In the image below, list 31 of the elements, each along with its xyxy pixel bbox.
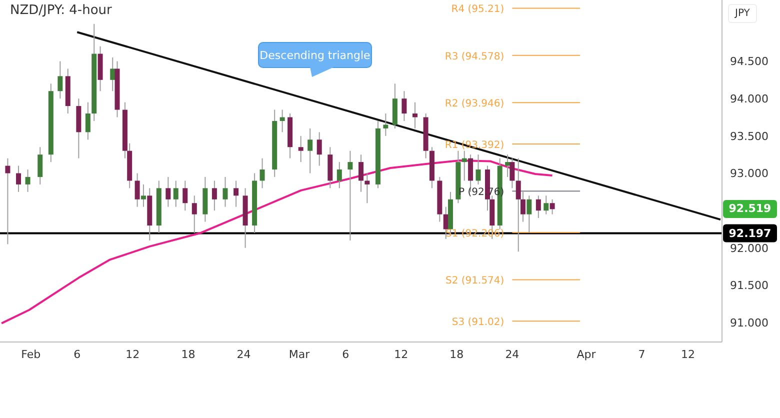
y-tick-label: 91.000 — [730, 316, 768, 330]
x-tick-label: Feb — [21, 348, 41, 361]
x-tick-label: 18 — [450, 348, 464, 361]
ref-line-label: 92.197 — [728, 227, 772, 240]
x-tick-label: 12 — [681, 348, 696, 361]
y-axis-title: JPY — [728, 4, 757, 23]
y-tick-label: 93.500 — [730, 130, 768, 143]
series-label: S3 (91.02) — [452, 317, 504, 328]
x-tick-label: 6 — [74, 348, 81, 361]
y-tick-label: 94.000 — [730, 92, 768, 106]
text: 92.519 — [723, 200, 777, 218]
x-tick-label: 24 — [236, 348, 251, 361]
x-tick-label: Apr — [576, 348, 596, 361]
x-tick-label: 18 — [181, 348, 196, 361]
series-label: S1 (92.206) — [446, 228, 504, 240]
y-tick-label: 92.000 — [730, 242, 768, 255]
x-tick-label: 7 — [638, 348, 646, 361]
y-tick-label: 93.000 — [730, 167, 768, 180]
x-tick-label: 12 — [126, 348, 140, 361]
x-tick-label: 24 — [505, 348, 520, 361]
annotation: Descending triangle — [258, 42, 372, 68]
x-tick-label: 12 — [394, 348, 408, 361]
x-tick-label: Mar — [288, 348, 310, 361]
chart-title: NZD/JPY: 4-hour — [10, 3, 112, 18]
x-tick-label: 6 — [342, 348, 350, 361]
y-tick-label: 94.500 — [730, 55, 768, 68]
series-label: R3 (94.578) — [444, 51, 504, 62]
series-label: S2 (91.574) — [446, 276, 504, 287]
y-tick-label: 91.500 — [730, 279, 768, 292]
series-label: R4 (95.21) — [451, 4, 504, 16]
series-label: R2 (93.946) — [444, 98, 504, 110]
